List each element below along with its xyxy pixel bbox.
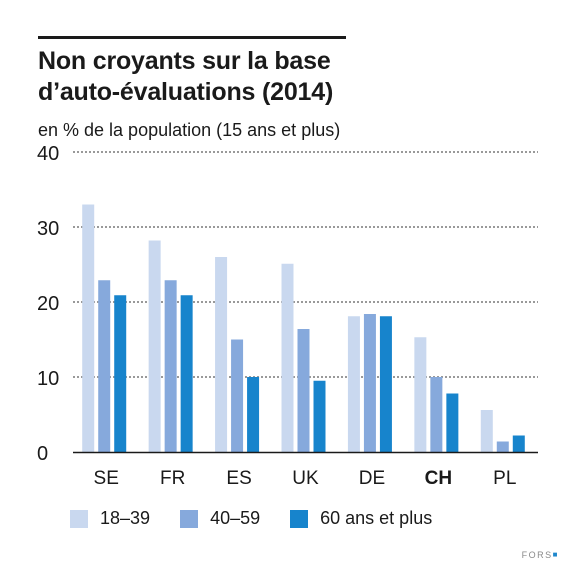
bar-UK-series-3 — [313, 380, 326, 452]
y-tick-label-40: 40 — [37, 143, 59, 165]
legend-item-3: 60 ans et plus — [290, 508, 432, 529]
bar-ES-series-2 — [231, 339, 244, 452]
bar-CH-series-2 — [430, 377, 443, 452]
bar-CH-series-1 — [414, 337, 427, 452]
x-tick-label-CH: CH — [425, 468, 452, 489]
chart-subtitle: en % de la population (15 ans et plus) — [38, 120, 341, 140]
y-tick-label-20: 20 — [37, 293, 59, 315]
bar-PL-series-3 — [512, 435, 525, 452]
bar-DE-series-1 — [347, 316, 360, 452]
x-tick-label-FR: FR — [160, 468, 185, 489]
x-tick-label-DE: DE — [359, 468, 385, 489]
bar-chart: 0 10 20 30 40 SE FR ES UK DE CH PL — [37, 143, 538, 489]
legend-item-1: 18–39 — [70, 508, 150, 529]
legend-item-2: 40–59 — [180, 508, 260, 529]
fors-logo: FORS■ — [522, 550, 559, 560]
bar-DE-series-2 — [363, 314, 376, 452]
bar-ES-series-1 — [215, 257, 228, 452]
bar-PL-series-1 — [480, 410, 493, 452]
bar-FR-series-3 — [180, 295, 193, 452]
bar-PL-series-2 — [496, 441, 509, 452]
bar-ES-series-3 — [247, 377, 260, 452]
y-tick-label-0: 0 — [37, 443, 48, 465]
bar-FR-series-2 — [164, 280, 177, 452]
chart-title-line-2: d’auto-évaluations (2014) — [38, 78, 334, 106]
title-rule — [38, 36, 346, 39]
chart-title: Non croyants sur la base d’auto-évaluati… — [38, 46, 438, 108]
legend-label-3: 60 ans et plus — [320, 508, 433, 528]
bar-SE-series-2 — [98, 280, 111, 452]
bar-SE-series-3 — [114, 295, 127, 452]
bar-UK-series-1 — [281, 263, 294, 452]
legend: 18–39 40–59 60 ans et plus — [70, 508, 462, 529]
chart-title-line-1: Non croyants sur la base — [38, 47, 331, 75]
legend-swatch-2 — [180, 509, 199, 528]
legend-label-1: 18–39 — [100, 508, 151, 528]
fors-logo-mark-icon: ■ — [552, 550, 559, 559]
x-tick-label-SE: SE — [94, 468, 119, 489]
bar-CH-series-3 — [446, 393, 459, 452]
bar-FR-series-1 — [148, 240, 161, 452]
bar-UK-series-2 — [297, 329, 310, 452]
legend-swatch-1 — [70, 509, 88, 528]
x-tick-label-ES: ES — [226, 468, 251, 489]
legend-swatch-3 — [290, 509, 309, 528]
x-tick-label-PL: PL — [493, 468, 516, 489]
legend-label-2: 40–59 — [210, 508, 261, 528]
y-tick-label-10: 10 — [37, 368, 59, 390]
fors-logo-text: FORS — [521, 550, 553, 560]
y-tick-label-30: 30 — [37, 218, 59, 240]
x-tick-label-UK: UK — [292, 468, 319, 489]
bar-SE-series-1 — [82, 204, 95, 452]
bar-DE-series-3 — [379, 316, 392, 452]
